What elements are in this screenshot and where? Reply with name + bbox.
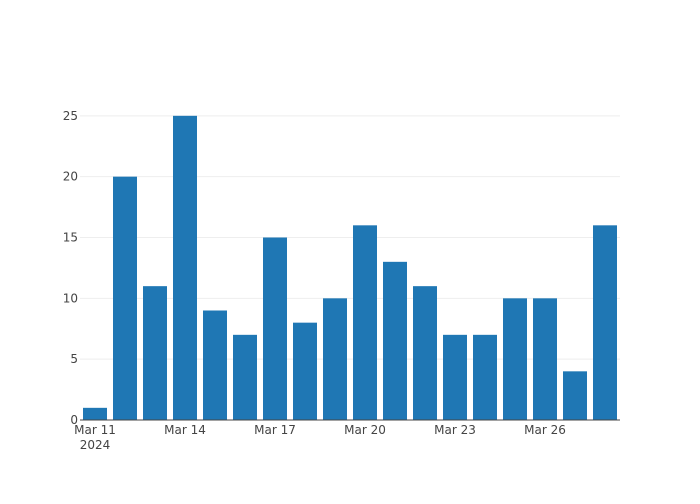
bar[interactable] <box>293 322 317 420</box>
x-tick-label: Mar 20 <box>344 423 386 437</box>
y-tick-label: 10 <box>63 291 78 305</box>
x-tick-label: Mar 11 <box>74 423 116 437</box>
y-tick-label: 15 <box>63 230 78 244</box>
x-tick-sublabel: 2024 <box>80 438 111 452</box>
y-tick-labels: 0 5 10 15 20 25 <box>63 109 78 427</box>
bar[interactable] <box>563 371 587 420</box>
bar[interactable] <box>233 334 257 420</box>
x-tick-label: Mar 23 <box>434 423 476 437</box>
bar[interactable] <box>473 334 497 420</box>
bar[interactable] <box>383 261 407 420</box>
bar[interactable] <box>593 225 617 420</box>
y-tick-label: 20 <box>63 170 78 184</box>
bar[interactable] <box>413 286 437 420</box>
bars <box>83 115 617 420</box>
y-tick-label: 0 <box>70 413 78 427</box>
bar[interactable] <box>443 334 467 420</box>
x-tick-label: Mar 17 <box>254 423 296 437</box>
bar[interactable] <box>353 225 377 420</box>
y-tick-label: 25 <box>63 109 78 123</box>
bar[interactable] <box>83 407 107 420</box>
bar[interactable] <box>263 237 287 420</box>
bar[interactable] <box>173 115 197 420</box>
bar[interactable] <box>503 298 527 420</box>
bar[interactable] <box>323 298 347 420</box>
bar[interactable] <box>533 298 557 420</box>
x-tick-label: Mar 26 <box>524 423 566 437</box>
x-tick-label: Mar 14 <box>164 423 206 437</box>
bar[interactable] <box>203 310 227 420</box>
gridlines <box>80 115 620 360</box>
bar[interactable] <box>143 286 167 420</box>
y-tick-label: 5 <box>70 352 78 366</box>
bar[interactable] <box>113 176 137 420</box>
